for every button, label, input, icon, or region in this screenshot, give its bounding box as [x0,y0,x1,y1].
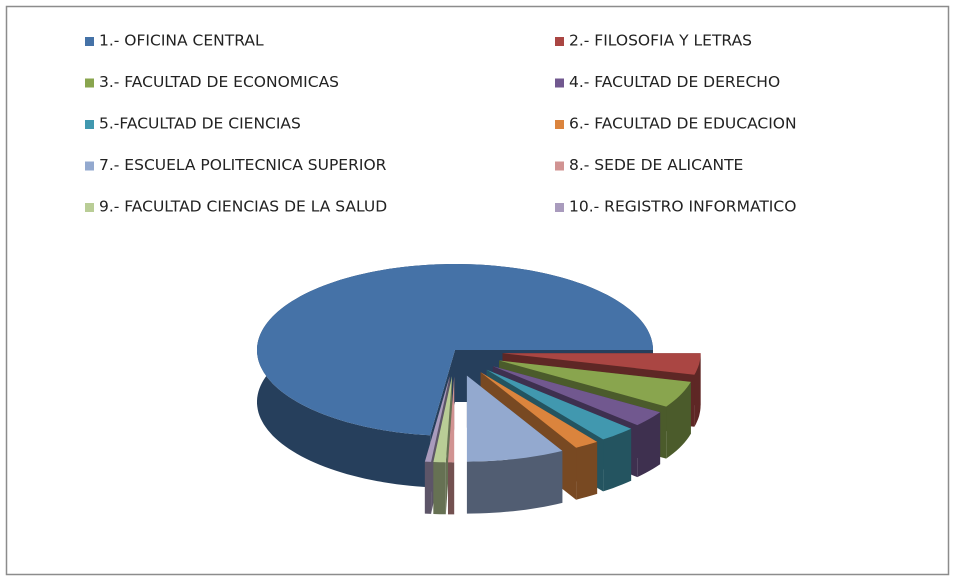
slice [466,375,563,462]
slice-outer-wall [603,428,632,492]
slice-outer-wall [694,353,701,427]
legend-label: 4.- FACULTAD DE DERECHO [569,73,780,91]
pie-tops [257,264,701,463]
legend-swatch [555,161,564,171]
legend-swatch [85,37,94,46]
slice [257,264,653,436]
slice [448,376,455,463]
legend-label: 5.-FACULTAD DE CIENCIAS [99,115,301,133]
legend-label: 9.- FACULTAD CIENCIAS DE LA SALUD [99,198,387,216]
legend-swatch [85,161,94,171]
slice-outer-wall [424,461,432,514]
slice [486,369,632,440]
legend-swatch [85,78,94,88]
slice [480,372,598,448]
slice-outer-wall [433,462,446,515]
legend-label: 8.- SEDE DE ALICANTE [569,156,743,174]
legend-swatch [555,203,564,212]
legend-label: 6.- FACULTAD DE EDUCACION [569,115,797,133]
legend-swatch [555,78,564,88]
legend-label: 7.- ESCUELA POLITECNICA SUPERIOR [99,156,387,174]
slice [502,353,701,375]
legend-label: 10.- REGISTRO INFORMATICO [569,198,796,216]
legend-swatch [555,120,564,129]
slice-outer-wall [448,462,455,515]
slice-outer-wall [466,450,563,514]
slice [499,360,691,407]
legend-label: 1.- OFICINA CENTRAL [99,32,264,50]
slice-outer-wall [637,412,661,478]
slice [433,376,452,463]
slice-outer-wall [576,441,598,500]
slice [492,366,661,426]
slice [424,376,450,462]
legend-label: 3.- FACULTAD DE ECONOMICAS [99,73,339,91]
legend-swatch [85,120,94,129]
legend-swatch [85,203,94,212]
slice-outer-wall [666,381,691,459]
legend-swatch [555,37,564,46]
legend-label: 2.- FILOSOFIA Y LETRAS [569,32,752,50]
